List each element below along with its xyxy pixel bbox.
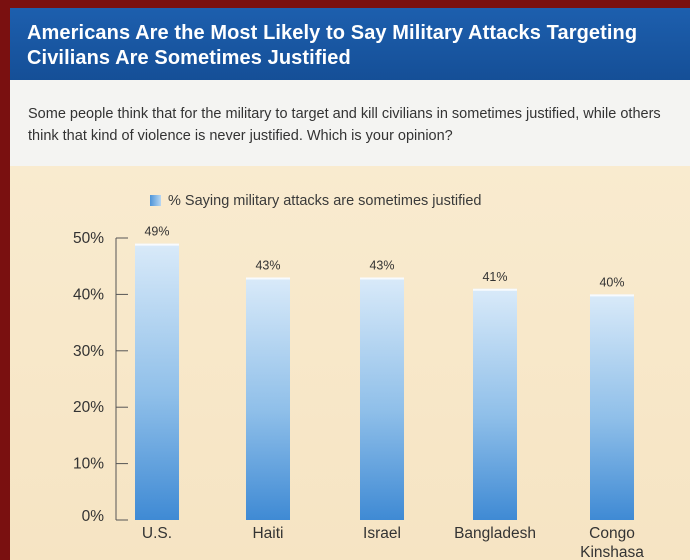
value-label: 43% <box>369 258 394 272</box>
chart-title: Americans Are the Most Likely to Say Mil… <box>27 22 638 69</box>
bar-highlight <box>590 294 634 297</box>
bar-highlight <box>473 288 517 291</box>
header-banner: Americans Are the Most Likely to Say Mil… <box>10 8 690 80</box>
value-label: 43% <box>255 258 280 272</box>
legend-swatch <box>150 195 161 206</box>
category-label: Congo <box>589 525 635 542</box>
bar <box>590 294 634 520</box>
category-label: Bangladesh <box>454 525 536 542</box>
bars: 49% 43% 43% 41% 40% <box>135 225 634 520</box>
category-label: Kinshasa <box>580 544 644 560</box>
value-label: 49% <box>144 225 169 239</box>
question-box: Some people think that for the military … <box>10 80 690 166</box>
category-label: Israel <box>363 525 401 542</box>
chart-frame: Americans Are the Most Likely to Say Mil… <box>10 8 690 560</box>
bar <box>473 288 517 520</box>
bar <box>135 243 179 520</box>
category-labels: U.S. Haiti Israel Bangladesh Congo Kinshasa <box>142 525 644 560</box>
bar-highlight <box>246 277 290 280</box>
y-axis: 0% 10% 20% 30% 40% 50% <box>73 230 128 525</box>
survey-question: Some people think that for the military … <box>28 106 661 144</box>
y-tick-label: 0% <box>82 508 105 525</box>
bar-chart: 0% 10% 20% 30% 40% 50% 49% 43% 43% 41% 40% U.S. Ha… <box>73 225 644 560</box>
legend: % Saying military attacks are sometimes … <box>150 193 481 209</box>
value-label: 40% <box>599 275 624 289</box>
chart-area: % Saying military attacks are sometimes … <box>10 166 690 560</box>
bar-highlight <box>135 243 179 246</box>
legend-label: % Saying military attacks are sometimes … <box>168 193 482 209</box>
value-label: 41% <box>482 270 507 284</box>
category-label: U.S. <box>142 525 172 542</box>
y-tick-label: 50% <box>73 230 104 247</box>
y-tick-label: 10% <box>73 456 104 473</box>
category-label: Haiti <box>252 525 283 542</box>
bar <box>246 277 290 520</box>
y-tick-label: 30% <box>73 343 104 360</box>
y-tick-label: 40% <box>73 286 104 303</box>
bar <box>360 277 404 520</box>
y-tick-label: 20% <box>73 399 104 416</box>
bar-highlight <box>360 277 404 280</box>
